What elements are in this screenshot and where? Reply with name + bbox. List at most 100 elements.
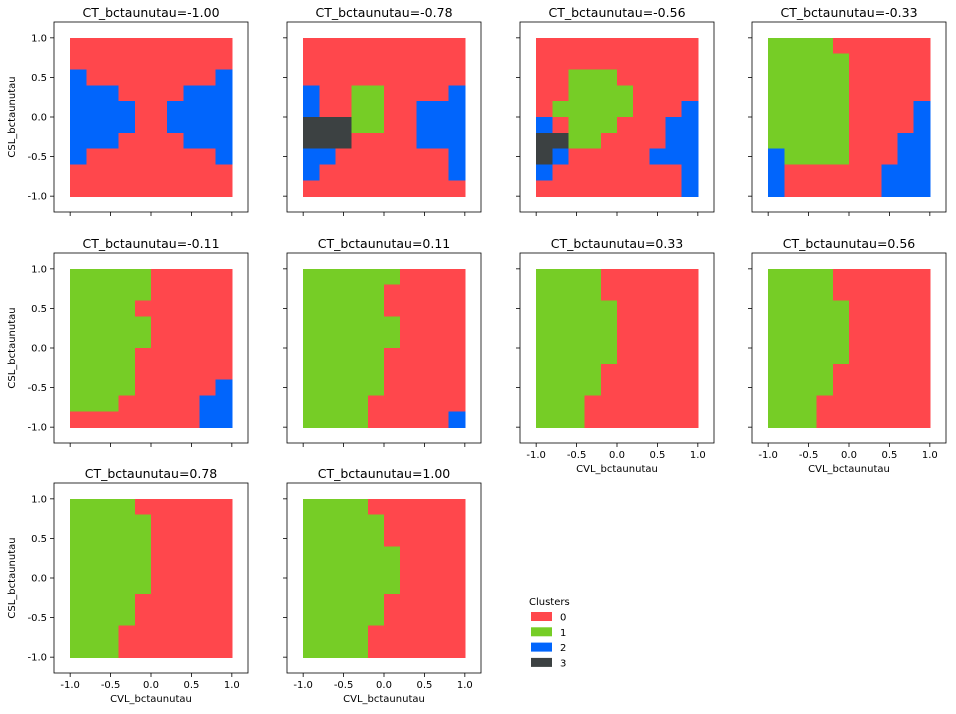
heatmap-cell <box>816 316 834 333</box>
heatmap-cell <box>416 117 434 134</box>
legend: Clusters 0 1 2 3 <box>529 597 570 669</box>
heatmap-cell <box>633 148 650 166</box>
heatmap-cell <box>849 395 866 412</box>
y-axis-label: CSL_bctaunutau <box>7 537 18 618</box>
heatmap-cell <box>865 379 882 397</box>
heatmap-cell <box>568 284 586 302</box>
heatmap-cell <box>215 69 233 86</box>
heatmap-cell <box>335 284 353 302</box>
heatmap-cell <box>633 164 650 181</box>
subplot-title: CT_bctaunutau=-0.33 <box>780 5 917 20</box>
heatmap-cell <box>681 117 699 134</box>
subplot-title: CT_bctaunutau=0.78 <box>85 466 218 481</box>
heatmap-cell <box>167 284 184 302</box>
heatmap-cell <box>335 379 353 397</box>
heatmap-cell <box>768 180 785 197</box>
heatmap-cell <box>183 132 201 150</box>
heatmap-cell <box>849 268 866 286</box>
heatmap-cell <box>617 268 634 286</box>
heatmap-cell <box>367 562 385 579</box>
x-tick-label: 1.0 <box>922 450 938 461</box>
heatmap-cell <box>303 641 320 658</box>
heatmap-cell <box>351 53 369 71</box>
heatmap-cell <box>118 379 136 397</box>
heatmap-cell <box>151 641 168 658</box>
heatmap-cell <box>552 316 570 333</box>
heatmap-cell <box>367 117 385 134</box>
heatmap-cell <box>351 395 369 412</box>
heatmap-cell <box>199 148 217 166</box>
heatmap-cell <box>800 268 818 286</box>
heatmap-cell <box>768 37 785 55</box>
heatmap-cell <box>215 609 233 627</box>
heatmap-cell <box>215 148 233 166</box>
heatmap-cell <box>86 101 104 118</box>
heatmap-cell <box>416 37 434 55</box>
heatmap-cell <box>70 609 87 627</box>
heatmap-cell <box>303 284 320 302</box>
heatmap-cell <box>784 37 802 55</box>
heatmap-cell <box>649 37 667 55</box>
heatmap-cell <box>865 132 882 150</box>
heatmap-cell <box>335 164 353 181</box>
heatmap-cell <box>881 300 899 317</box>
heatmap-cell <box>102 625 120 642</box>
heatmap-cell <box>681 101 699 118</box>
heatmap-cell <box>584 363 602 381</box>
heatmap-cell <box>568 363 586 381</box>
heatmap-cell <box>319 69 337 86</box>
heatmap-cell <box>617 316 634 333</box>
heatmap-cell <box>199 132 217 150</box>
heatmap-cell <box>432 641 450 658</box>
heatmap-cell <box>118 37 136 55</box>
heatmap-cell <box>600 164 618 181</box>
heatmap-cell <box>335 578 353 595</box>
heatmap-cell <box>897 300 915 317</box>
heatmap-cell <box>70 593 87 611</box>
heatmap-cell <box>319 180 337 197</box>
heatmap-cell <box>681 268 699 286</box>
heatmap-cell <box>865 180 882 197</box>
heatmap-cell <box>584 379 602 397</box>
heatmap-cell <box>416 300 434 317</box>
heatmap-cell <box>102 379 120 397</box>
heatmap-cell <box>800 284 818 302</box>
heatmap-cell <box>816 411 834 428</box>
heatmap-cell <box>167 148 184 166</box>
heatmap-cell <box>448 562 466 579</box>
heatmap-cell <box>215 332 233 349</box>
heatmap-cell <box>118 593 136 611</box>
heatmap-cell <box>617 101 634 118</box>
heatmap-cell <box>568 101 586 118</box>
x-tick-label: 1.0 <box>457 680 473 691</box>
heatmap-cell <box>70 498 87 516</box>
heatmap-cell <box>215 625 233 642</box>
heatmap-cell <box>784 316 802 333</box>
heatmap-cell <box>432 85 450 102</box>
heatmap-cell <box>102 546 120 563</box>
heatmap-cell <box>536 53 553 71</box>
heatmap-cell <box>303 148 320 166</box>
heatmap-cell <box>134 411 152 428</box>
y-tick-label: 0.0 <box>31 574 47 585</box>
heatmap-cell <box>568 300 586 317</box>
heatmap-cell <box>319 164 337 181</box>
heatmap-cell <box>134 316 152 333</box>
heatmap-cell <box>199 164 217 181</box>
heatmap-cell <box>86 164 104 181</box>
heatmap-cell <box>649 379 667 397</box>
heatmap-cell <box>568 316 586 333</box>
heatmap-cell <box>303 300 320 317</box>
heatmap-cell <box>681 69 699 86</box>
heatmap-cell <box>600 363 618 381</box>
heatmap-cell <box>849 284 866 302</box>
heatmap-cell <box>832 117 850 134</box>
heatmap-cell <box>816 69 834 86</box>
heatmap-cell <box>367 625 385 642</box>
heatmap-cell <box>335 530 353 547</box>
heatmap-cell <box>134 332 152 349</box>
heatmap-cell <box>183 180 201 197</box>
heatmap-cell <box>800 316 818 333</box>
heatmap-cell <box>183 411 201 428</box>
heatmap-cell <box>448 300 466 317</box>
